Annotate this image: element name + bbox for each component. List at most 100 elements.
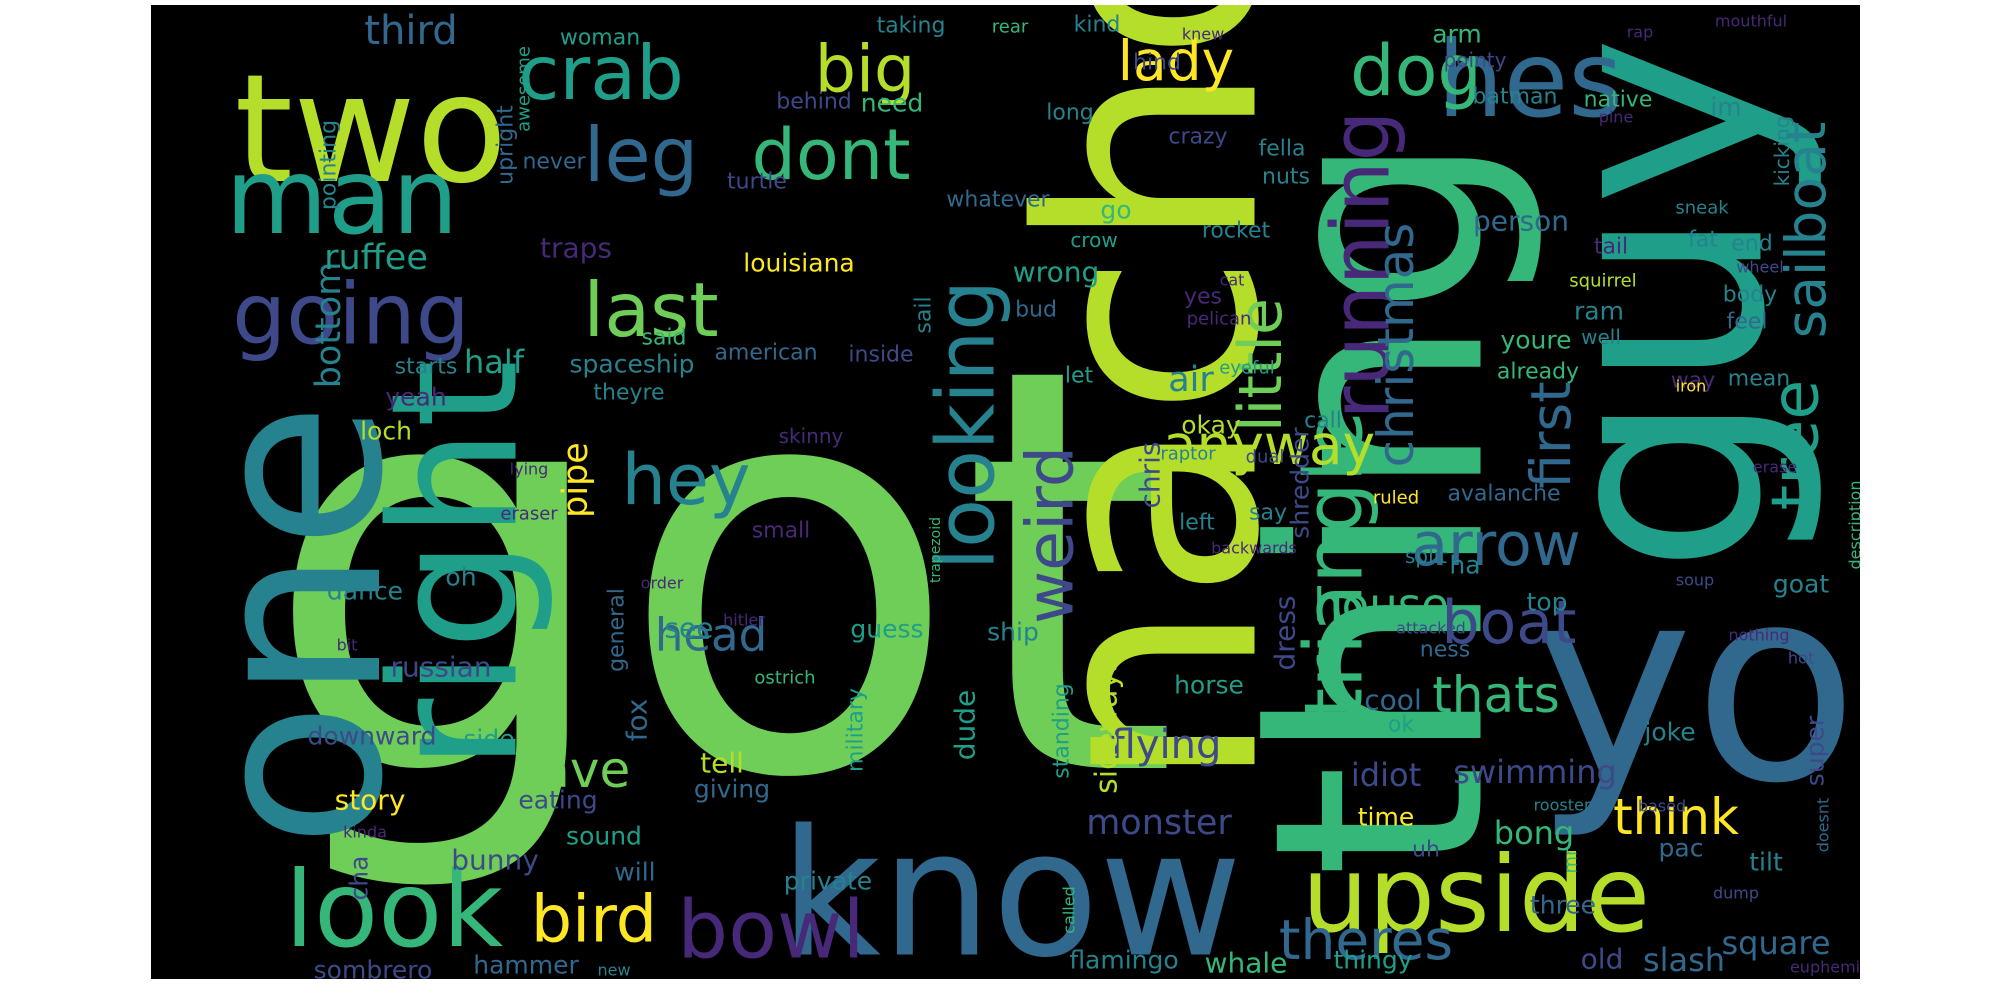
word-got: got	[262, 249, 1180, 901]
word-ship: ship	[987, 618, 1039, 647]
word-guy: guy	[1493, 35, 1830, 575]
word-flying: flying	[1111, 722, 1222, 768]
word-hes: hes	[1437, 19, 1623, 141]
word-oh: oh	[445, 563, 476, 592]
word-goat: goat	[1773, 570, 1829, 599]
word-let: let	[1065, 364, 1094, 389]
word-slash: slash	[1643, 941, 1725, 979]
word-pointy: pointy	[1444, 48, 1507, 72]
word-hammer: hammer	[473, 951, 579, 980]
word-whale: whale	[1205, 947, 1288, 980]
word-chris: chris	[1134, 441, 1167, 508]
word-cool: cool	[1364, 684, 1421, 717]
word-bong: bong	[1494, 814, 1574, 852]
word-sneak: sneak	[1675, 198, 1729, 219]
word-horse: horse	[1174, 671, 1244, 700]
word-rap: rap	[1627, 23, 1654, 42]
word-euphemism: euphemism	[1790, 958, 1860, 977]
word-eyeful: eyeful	[1219, 358, 1275, 379]
word-kind: kind	[1074, 13, 1121, 38]
word-inside: inside	[848, 343, 913, 368]
word-two: two	[234, 43, 507, 217]
word-pipe: pipe	[556, 442, 596, 518]
word-upright: upright	[494, 105, 519, 185]
word-feel: feel	[1727, 310, 1768, 335]
word-triangle: triangle	[1288, 411, 1381, 719]
word-hitler: hitler	[723, 611, 765, 630]
word-thats: thats	[1432, 666, 1560, 724]
word-well: well	[1581, 325, 1621, 349]
word-dual: dual	[1246, 447, 1285, 468]
word-lady: lady	[1118, 29, 1234, 93]
word-erase: erase	[1753, 458, 1797, 477]
word-will: will	[614, 858, 655, 887]
word-big: big	[815, 33, 916, 108]
word-head: head	[655, 609, 767, 662]
word-tree: tree	[1759, 380, 1834, 511]
word-said: said	[641, 326, 686, 351]
word-small: small	[752, 519, 811, 544]
word-standing: standing	[1050, 683, 1075, 779]
word-whatever: whatever	[946, 188, 1050, 213]
word-last: last	[583, 266, 718, 354]
word-dog: dog	[1350, 30, 1482, 112]
word-doesnt: doesnt	[1814, 798, 1833, 853]
word-arrow: arrow	[1411, 510, 1581, 580]
word-upside: upside	[1302, 834, 1650, 956]
word-ruled: ruled	[1373, 488, 1419, 509]
word-bowl: bowl	[677, 884, 864, 977]
word-joke: joke	[1643, 718, 1695, 747]
word-split: split	[1405, 544, 1447, 568]
word-dance: dance	[327, 577, 403, 606]
word-square: square	[1721, 924, 1830, 962]
word-little: little	[1226, 298, 1296, 432]
word-theres: theres	[1279, 908, 1453, 972]
word-raptor: raptor	[1160, 444, 1216, 465]
word-hot: hot	[1788, 649, 1814, 668]
word-guess: guess	[850, 615, 923, 644]
word-shredder: shredder	[1286, 427, 1315, 539]
word-flamingo: flamingo	[1069, 946, 1178, 975]
word-sound: sound	[566, 822, 642, 851]
word-side: side	[463, 725, 514, 754]
word-arm: arm	[1432, 20, 1482, 49]
word-nuts: nuts	[1262, 165, 1310, 190]
word-okay: okay	[1181, 411, 1241, 440]
word-need: need	[861, 89, 923, 118]
word-house: house	[1313, 579, 1449, 632]
word-military: military	[844, 688, 869, 772]
word-sombrero: sombrero	[314, 956, 433, 980]
word-bird: bird	[531, 883, 657, 958]
word-never: never	[522, 150, 586, 175]
word-eating: eating	[518, 786, 597, 815]
word-pointing: pointing	[317, 120, 342, 210]
word-mean: mean	[1728, 367, 1790, 392]
word-kicking: kicking	[1770, 116, 1794, 187]
word-thingy: thingy	[1333, 946, 1412, 975]
word-awesome: awesome	[514, 46, 535, 132]
word-traps: traps	[540, 232, 612, 265]
word-third: third	[364, 8, 457, 54]
word-know: know	[780, 794, 1242, 980]
word-fox: fox	[621, 699, 654, 742]
word-downward: downward	[308, 722, 437, 751]
word-native: native	[1584, 88, 1653, 113]
word-youre: youre	[1500, 326, 1571, 355]
word-batman: batman	[1473, 85, 1558, 110]
word-dude: dude	[949, 690, 982, 761]
word-cloud: got nacho thing guy one know yo right two triangl…	[151, 5, 1860, 979]
word-ness: ness	[1420, 638, 1470, 663]
word-time: time	[1358, 803, 1414, 832]
word-long: long	[1046, 101, 1093, 126]
word-general: general	[605, 588, 630, 672]
word-ha: ha	[1449, 551, 1480, 580]
word-russian: russian	[390, 651, 491, 684]
word-cave: cave	[512, 741, 630, 799]
word-dump: dump	[1713, 884, 1759, 903]
word-dont: dont	[751, 114, 910, 196]
word-skinny: skinny	[779, 424, 844, 448]
word-private: private	[784, 867, 872, 896]
word-christmas: christmas	[1367, 223, 1425, 468]
word-description: description	[1846, 481, 1861, 570]
